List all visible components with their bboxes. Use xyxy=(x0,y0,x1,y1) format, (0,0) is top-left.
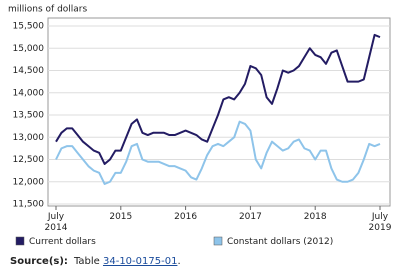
source-table: Table xyxy=(73,256,100,267)
y-tick-label: 15,500 xyxy=(13,22,45,32)
y-tick-label: 12,500 xyxy=(13,155,45,165)
y-tick-label: 15,000 xyxy=(13,44,45,54)
source-link[interactable]: 34-10-0175-01 xyxy=(102,256,178,267)
source-end: . xyxy=(177,256,181,267)
legend-label: Constant dollars (2012) xyxy=(227,237,333,247)
x-tick-label: July 2014 xyxy=(44,212,68,233)
y-tick-label: 13,000 xyxy=(13,133,45,143)
source-label: Source(s): xyxy=(10,256,68,267)
line xyxy=(55,120,381,185)
legend-swatch xyxy=(213,236,223,246)
source: Source(s): Table 34-10-0175-01. xyxy=(10,256,181,267)
y-tick-label: 12,000 xyxy=(13,177,45,187)
legend-swatch xyxy=(15,236,25,246)
y-tick-label: 11,500 xyxy=(13,200,45,210)
y-tick-label: 14,000 xyxy=(13,88,45,98)
x-tick-label: July 2019 xyxy=(368,212,392,233)
y-tick-label: 14,500 xyxy=(13,66,45,76)
y-tick-label: 13,500 xyxy=(13,111,45,121)
legend-label: Current dollars xyxy=(29,237,96,247)
plot-frame xyxy=(47,17,391,207)
x-tick-label: 2018 xyxy=(303,212,327,222)
y-axis-label: millions of dollars xyxy=(8,5,88,15)
x-tick-label: 2016 xyxy=(174,212,198,222)
x-tick-label: 2015 xyxy=(109,212,133,222)
line xyxy=(55,33,381,165)
x-tick-label: 2017 xyxy=(238,212,262,222)
